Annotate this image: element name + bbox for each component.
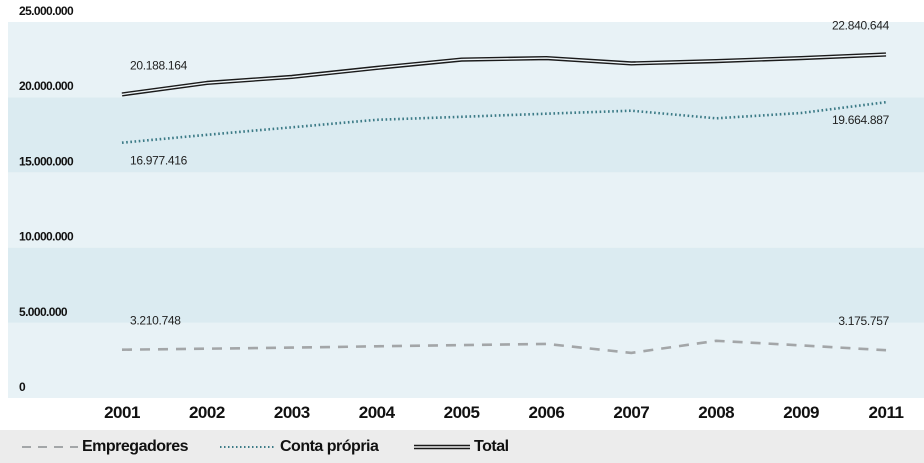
data-point-conta-propria	[885, 101, 888, 104]
data-point-total	[545, 57, 548, 60]
background-band	[8, 97, 924, 173]
data-point-empregadores	[885, 349, 888, 352]
y-tick-label: 20.000.000	[19, 79, 74, 93]
series-line-empregadores	[121, 339, 887, 355]
data-point-conta-propria	[630, 109, 633, 112]
x-tick-label: 2007	[613, 403, 649, 422]
legend-item-empregadores: Empregadores	[22, 430, 189, 463]
x-tick-label: 2008	[698, 403, 734, 422]
x-tick-label: 2009	[783, 403, 819, 422]
legend: Empregadores Conta própria Total	[0, 430, 924, 463]
background-band	[8, 172, 924, 248]
x-tick-label: 2003	[274, 403, 310, 422]
dotted-line-icon	[220, 445, 276, 448]
data-point-total	[121, 93, 124, 96]
background-bands	[8, 22, 924, 398]
x-tick-label: 2005	[444, 403, 480, 422]
data-point-total	[630, 62, 633, 65]
x-tick-label: 2001	[104, 403, 140, 422]
y-tick-label: 15.000.000	[19, 154, 74, 168]
y-axis: 0 5.000.000 10.000.000 15.000.000 20.000.000…	[19, 4, 75, 394]
x-tick-label: 2006	[529, 403, 565, 422]
legend-item-total: Total	[414, 430, 509, 463]
data-label: 3.175.757	[838, 314, 889, 328]
data-label: 19.664.887	[832, 113, 890, 127]
data-point-conta-propria	[205, 133, 208, 136]
data-point-empregadores	[375, 345, 378, 348]
data-point-empregadores	[205, 347, 208, 350]
data-point-empregadores	[121, 348, 124, 351]
data-label: 22.840.644	[832, 18, 890, 32]
y-tick-label: 25.000.000	[19, 4, 74, 18]
x-tick-label: 2002	[189, 403, 225, 422]
data-point-conta-propria	[715, 117, 718, 120]
data-point-conta-propria	[800, 111, 803, 114]
line-chart: 0 5.000.000 10.000.000 15.000.000 20.000.000…	[8, 4, 924, 422]
data-point-conta-propria	[375, 118, 378, 121]
data-point-empregadores	[715, 339, 718, 342]
data-point-conta-propria	[121, 141, 124, 144]
data-point-conta-propria	[545, 112, 548, 115]
legend-item-conta-propria: Conta própria	[220, 430, 379, 463]
data-point-conta-propria	[290, 126, 293, 129]
data-label: 3.210.748	[130, 314, 181, 328]
legend-label-total: Total	[474, 437, 509, 455]
dashed-line-icon	[22, 445, 78, 448]
x-axis: 2001 2002 2003 2004 2005 2006 2007 2008 2009 2011	[104, 403, 904, 422]
y-tick-label: 5.000.000	[19, 305, 68, 319]
data-point-empregadores	[800, 344, 803, 347]
legend-label-conta-propria: Conta própria	[280, 437, 379, 455]
x-tick-label: 2004	[359, 403, 396, 422]
data-point-empregadores	[630, 351, 633, 354]
data-point-total	[800, 57, 803, 60]
data-point-total	[715, 60, 718, 63]
y-tick-label: 10.000.000	[19, 230, 74, 244]
data-labels: 20.188.164 22.840.644 16.977.416 19.664.887…	[130, 18, 890, 328]
legend-label-empregadores: Empregadores	[82, 437, 189, 455]
data-point-empregadores	[290, 346, 293, 349]
data-point-total	[290, 75, 293, 78]
background-band	[8, 247, 924, 323]
data-point-empregadores	[545, 342, 548, 345]
data-label: 20.188.164	[130, 58, 188, 72]
series-line-total-inner	[121, 53, 887, 96]
series-lines	[121, 52, 888, 355]
background-band	[8, 322, 924, 398]
y-tick-label: 0	[19, 380, 26, 394]
data-label: 16.977.416	[130, 154, 188, 168]
solid-line-icon	[414, 444, 470, 449]
data-point-total	[375, 66, 378, 69]
x-tick-label: 2011	[869, 403, 904, 422]
data-point-total	[205, 81, 208, 84]
data-point-empregadores	[460, 344, 463, 347]
series-line-conta-propria	[121, 100, 887, 144]
data-point-total	[885, 53, 888, 56]
data-point-conta-propria	[460, 115, 463, 118]
data-point-total	[460, 58, 463, 61]
